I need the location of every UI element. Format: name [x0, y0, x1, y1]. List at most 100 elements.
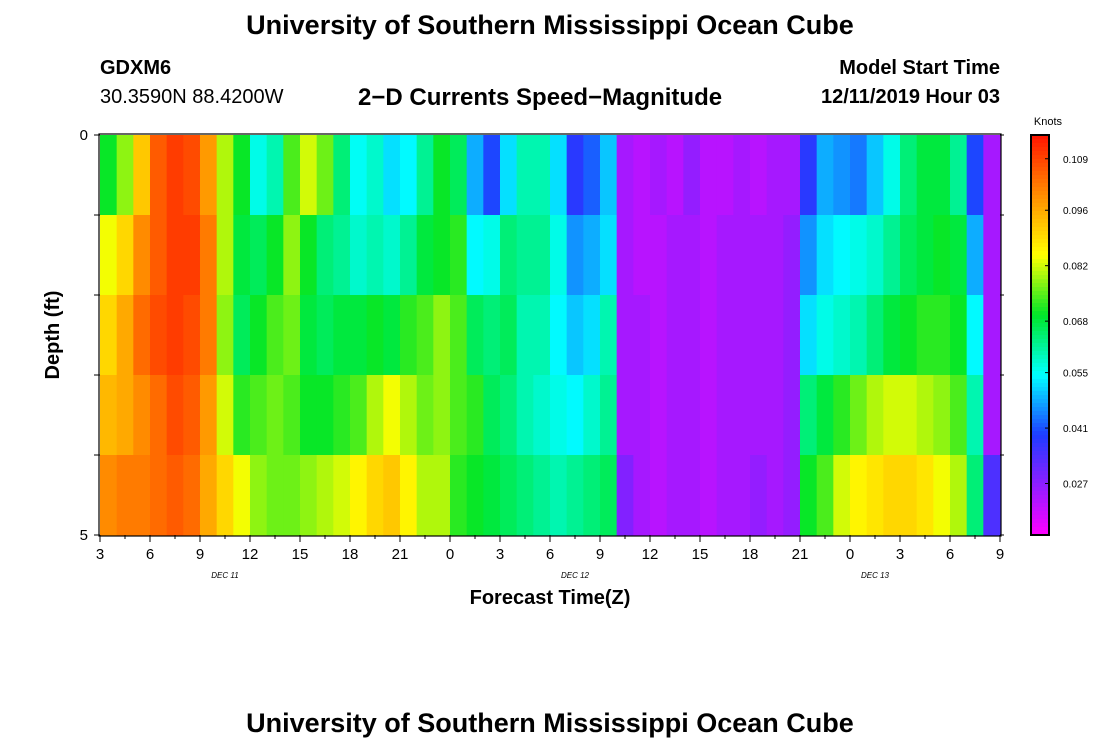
heatmap-cell [933, 375, 951, 456]
heatmap-cell [216, 215, 234, 296]
colorbar-segment [1031, 367, 1049, 372]
heatmap-cell [500, 455, 518, 536]
heatmap-cell [266, 295, 284, 376]
colorbar-segment [1031, 503, 1049, 508]
heatmap-cell [116, 375, 134, 456]
heatmap-cell [833, 295, 851, 376]
heatmap-cell [450, 455, 468, 536]
colorbar-gradient [1031, 135, 1049, 536]
heatmap-cell [783, 455, 801, 536]
x-tick-label: 9 [596, 546, 604, 563]
heatmap-cell [566, 375, 584, 456]
heatmap-cell [616, 375, 634, 456]
heatmap-cell [716, 455, 734, 536]
heatmap-cell [100, 455, 118, 536]
heatmap-cell [550, 455, 568, 536]
colorbar-segment [1031, 387, 1049, 392]
colorbar-segment [1031, 195, 1049, 200]
colorbar-tick-label: 0.068 [1063, 317, 1088, 328]
heatmap-cell [850, 295, 868, 376]
heatmap-cell [766, 295, 784, 376]
heatmap-cell [216, 375, 234, 456]
heatmap-cell [133, 375, 151, 456]
colorbar-segment [1031, 303, 1049, 308]
heatmap-cell [450, 375, 468, 456]
heatmap-cell [616, 215, 634, 296]
heatmap-cell [483, 375, 501, 456]
heatmap-cell [383, 375, 401, 456]
colorbar-segment [1031, 159, 1049, 164]
heatmap-cell [166, 215, 184, 296]
heatmap-cell [700, 455, 718, 536]
heatmap-cell [200, 375, 218, 456]
heatmap-cell [266, 215, 284, 296]
heatmap-cell [400, 455, 418, 536]
footer-title: University of Southern Mississippi Ocean… [246, 708, 854, 738]
heatmap-cell [516, 455, 534, 536]
heatmap-cell [250, 295, 268, 376]
colorbar-segment [1031, 403, 1049, 408]
colorbar-segment [1031, 363, 1049, 368]
heatmap-cell [833, 375, 851, 456]
heatmap-cell [233, 295, 251, 376]
colorbar-segment [1031, 135, 1049, 140]
colorbar-segment [1031, 383, 1049, 388]
colorbar-segment [1031, 207, 1049, 212]
colorbar-segment [1031, 299, 1049, 304]
heatmap-cell [416, 215, 434, 296]
colorbar-segment [1031, 495, 1049, 500]
heatmap-cell [266, 375, 284, 456]
colorbar-segment [1031, 455, 1049, 460]
heatmap-cell [333, 455, 351, 536]
colorbar-segment [1031, 211, 1049, 216]
heatmap-cell [533, 375, 551, 456]
heatmap-cell [533, 455, 551, 536]
station-coordinates: 30.3590N 88.4200W [100, 86, 284, 108]
y-axis: 05 [80, 127, 1004, 544]
heatmap-cell [733, 135, 751, 216]
colorbar-segment [1031, 319, 1049, 324]
heatmap-cell [800, 375, 818, 456]
heatmap-cell [916, 455, 934, 536]
heatmap-cell [133, 455, 151, 536]
heatmap-cell [116, 455, 134, 536]
heatmap-cell [866, 295, 884, 376]
heatmap-cell [916, 215, 934, 296]
heatmap-cell [166, 135, 184, 216]
heatmap-cell [300, 215, 318, 296]
heatmap-cell [716, 215, 734, 296]
heatmap-cell [100, 135, 118, 216]
heatmap-cell [466, 135, 484, 216]
heatmap-cell [633, 135, 651, 216]
heatmap-cell [650, 375, 668, 456]
colorbar-segment [1031, 451, 1049, 456]
heatmap-cell [750, 295, 768, 376]
colorbar-segment [1031, 315, 1049, 320]
heatmap-cell [316, 135, 334, 216]
heatmap-cell [833, 215, 851, 296]
heatmap-cell [816, 455, 834, 536]
heatmap-cell [866, 375, 884, 456]
heatmap-cell [983, 295, 1001, 376]
colorbar-segment [1031, 391, 1049, 396]
colorbar-segment [1031, 219, 1049, 224]
heatmap-cell [766, 135, 784, 216]
heatmap-cell [683, 455, 701, 536]
heatmap-cell [583, 215, 601, 296]
heatmap-cell [950, 215, 968, 296]
colorbar-segment [1031, 139, 1049, 144]
colorbar-segment [1031, 323, 1049, 328]
heatmap-cell [300, 455, 318, 536]
colorbar-segment [1031, 243, 1049, 248]
colorbar-segment [1031, 427, 1049, 432]
heatmap-cell [466, 215, 484, 296]
heatmap-cell [116, 295, 134, 376]
heatmap-cell [200, 135, 218, 216]
colorbar: Knots 0.109 0.096 0.082 0.068 0.055 0.041 0.02… [1030, 116, 1088, 536]
heatmap-cell [350, 295, 368, 376]
heatmap-cell [750, 215, 768, 296]
heatmap-cell [516, 215, 534, 296]
colorbar-tick-label: 0.055 [1063, 369, 1088, 380]
heatmap-cell [966, 215, 984, 296]
heatmap-cell [900, 215, 918, 296]
